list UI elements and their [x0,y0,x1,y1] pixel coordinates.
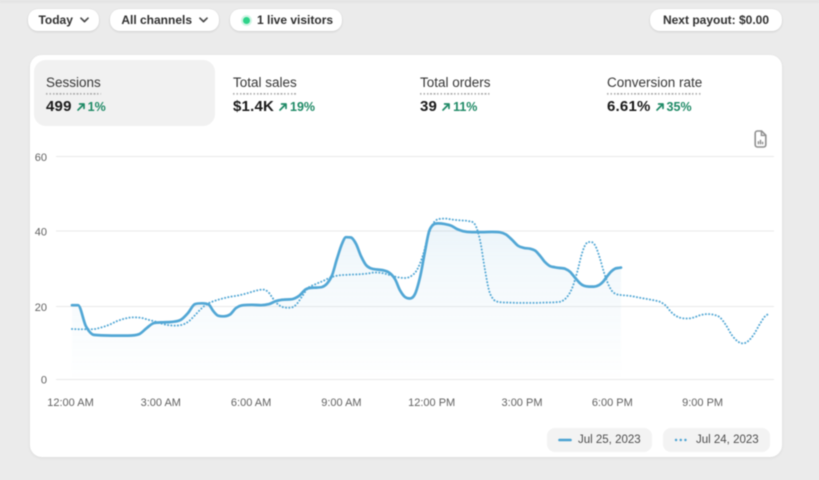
svg-text:6:00 PM: 6:00 PM [592,397,633,409]
svg-text:3:00 PM: 3:00 PM [502,397,543,409]
svg-text:3:00 AM: 3:00 AM [141,397,181,409]
svg-text:12:00 AM: 12:00 AM [47,397,93,409]
svg-text:0: 0 [41,375,47,387]
svg-text:60: 60 [35,152,47,164]
svg-text:9:00 PM: 9:00 PM [682,397,723,409]
svg-text:20: 20 [35,302,47,314]
svg-text:6:00 AM: 6:00 AM [231,397,271,409]
svg-text:9:00 AM: 9:00 AM [321,397,361,409]
svg-text:40: 40 [35,227,47,239]
svg-text:12:00 PM: 12:00 PM [408,397,455,409]
